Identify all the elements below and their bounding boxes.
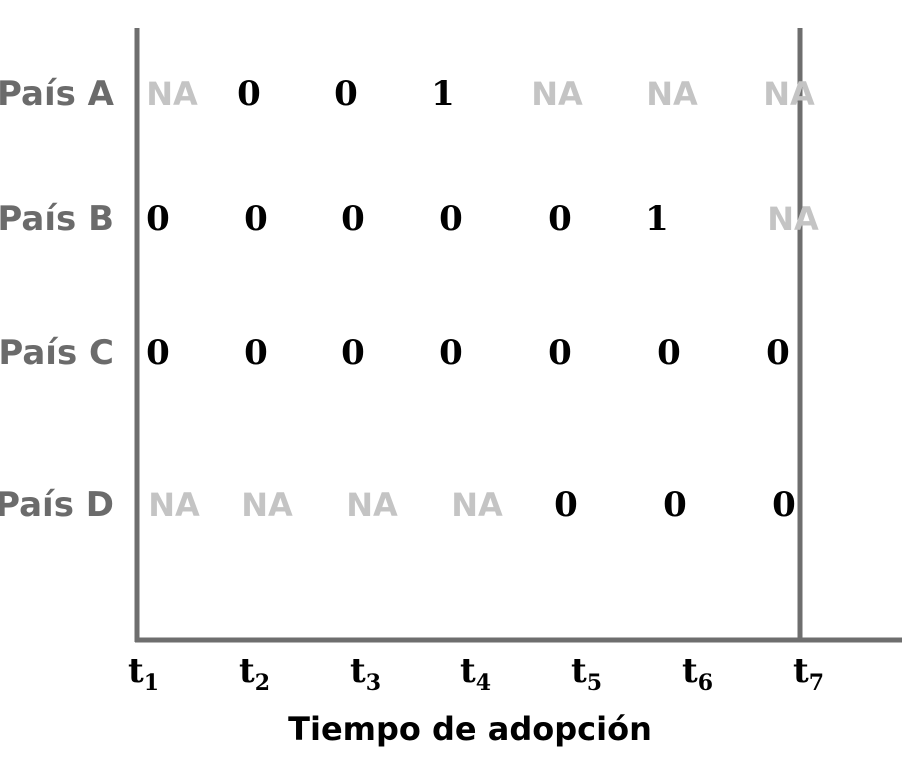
row-label: País C (0, 333, 114, 373)
cell-value: 0 (548, 199, 572, 239)
tick-subscript: 2 (255, 670, 270, 696)
cell-value: 0 (548, 333, 572, 373)
row-label: País D (0, 485, 114, 525)
time-tick-label: t7 (793, 651, 824, 696)
cell-na: NA (646, 75, 698, 113)
time-tick-label: t6 (682, 651, 713, 696)
cell-na: NA (531, 75, 583, 113)
row-label: País A (0, 74, 115, 114)
tick-subscript: 4 (476, 670, 491, 696)
cell-value: 0 (237, 74, 261, 114)
tick-main: t (682, 651, 698, 691)
tick-main: t (239, 651, 255, 691)
cells: NA 0 0 1 NA NA NA 0 0 0 0 0 1 NA 0 0 0 0 0 0 0 NA NA NA NA 0 0 0 (146, 74, 819, 525)
tick-main: t (571, 651, 587, 691)
time-tick-label: t4 (460, 651, 491, 696)
cell-value: 0 (334, 74, 358, 114)
cell-value: 1 (645, 199, 669, 239)
time-ticks: t1 t2 t3 t4 t5 t6 t7 (128, 651, 824, 696)
tick-main: t (793, 651, 809, 691)
cell-value: 0 (554, 485, 578, 525)
cell-value: 0 (657, 333, 681, 373)
cell-value: 0 (146, 199, 170, 239)
cell-value: 0 (244, 333, 268, 373)
tick-main: t (460, 651, 476, 691)
cell-na: NA (241, 486, 293, 524)
cell-value: 0 (146, 333, 170, 373)
cell-value: 1 (431, 74, 455, 114)
cell-na: NA (451, 486, 503, 524)
tick-main: t (350, 651, 366, 691)
cell-value: 0 (244, 199, 268, 239)
cell-value: 0 (439, 199, 463, 239)
cell-na: NA (146, 75, 198, 113)
cell-na: NA (767, 200, 819, 238)
tick-subscript: 6 (698, 670, 713, 696)
time-tick-label: t2 (239, 651, 270, 696)
time-tick-label: t5 (571, 651, 602, 696)
time-tick-label: t1 (128, 651, 159, 696)
time-tick-label: t3 (350, 651, 381, 696)
cell-value: 0 (772, 485, 796, 525)
cell-na: NA (346, 486, 398, 524)
cell-value: 0 (439, 333, 463, 373)
cell-value: 0 (663, 485, 687, 525)
tick-main: t (128, 651, 144, 691)
tick-subscript: 5 (587, 670, 602, 696)
cell-na: NA (763, 75, 815, 113)
tick-subscript: 1 (144, 670, 159, 696)
x-axis-title: Tiempo de adopción (288, 710, 652, 748)
cell-value: 0 (341, 333, 365, 373)
cell-value: 0 (341, 199, 365, 239)
row-label: País B (0, 199, 114, 239)
tick-subscript: 7 (809, 670, 824, 696)
row-labels: País A País B País C País D (0, 74, 115, 525)
cell-value: 0 (766, 333, 790, 373)
cell-na: NA (148, 486, 200, 524)
tick-subscript: 3 (366, 670, 381, 696)
